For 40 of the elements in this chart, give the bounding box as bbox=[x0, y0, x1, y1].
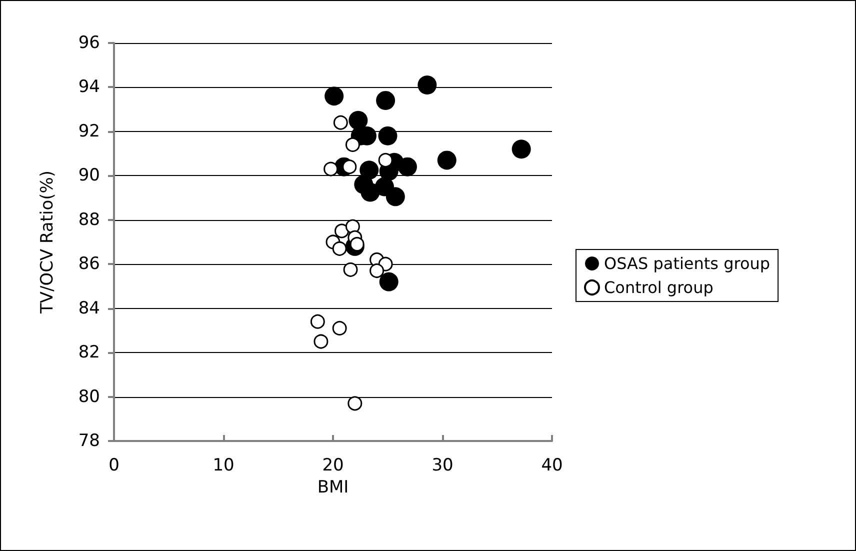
point bbox=[314, 334, 328, 349]
point bbox=[332, 320, 347, 336]
y-tick-label: 86 bbox=[78, 254, 100, 274]
y-tick-label: 90 bbox=[78, 166, 100, 186]
y-tick-label: 94 bbox=[78, 77, 100, 98]
y-tick-label: 88 bbox=[78, 210, 100, 230]
x-tick-label: 0 bbox=[108, 456, 120, 476]
point bbox=[343, 262, 358, 277]
point bbox=[386, 187, 405, 206]
legend-label: OSAS patients group bbox=[604, 254, 770, 273]
point bbox=[376, 90, 396, 110]
y-tick-label: 92 bbox=[78, 121, 100, 142]
y-tick-label: 78 bbox=[78, 431, 100, 451]
y-tick-label: 82 bbox=[78, 342, 100, 363]
point bbox=[378, 152, 393, 168]
point bbox=[370, 263, 384, 278]
point bbox=[345, 137, 360, 152]
point bbox=[332, 241, 347, 256]
point bbox=[512, 140, 531, 159]
point bbox=[360, 160, 379, 180]
x-tick-label: 10 bbox=[212, 456, 234, 476]
point bbox=[324, 86, 344, 106]
legend-label: Control group bbox=[604, 278, 714, 297]
point bbox=[418, 76, 437, 95]
x-axis-title: BMI bbox=[317, 478, 349, 498]
x-tick-label: 40 bbox=[541, 456, 563, 476]
point bbox=[310, 314, 325, 329]
point bbox=[398, 157, 417, 176]
y-tick-label: 96 bbox=[78, 33, 100, 53]
point bbox=[378, 126, 398, 146]
x-tick-label: 30 bbox=[432, 456, 454, 476]
y-tick-label: 84 bbox=[78, 298, 100, 318]
point bbox=[348, 396, 362, 411]
point bbox=[333, 115, 348, 130]
point bbox=[379, 272, 398, 292]
y-axis-title: TV/OCV Ratio(%) bbox=[38, 170, 58, 315]
y-tick-label: 80 bbox=[78, 386, 100, 407]
x-tick-label: 20 bbox=[322, 456, 344, 476]
point bbox=[437, 150, 456, 170]
point bbox=[348, 110, 368, 130]
